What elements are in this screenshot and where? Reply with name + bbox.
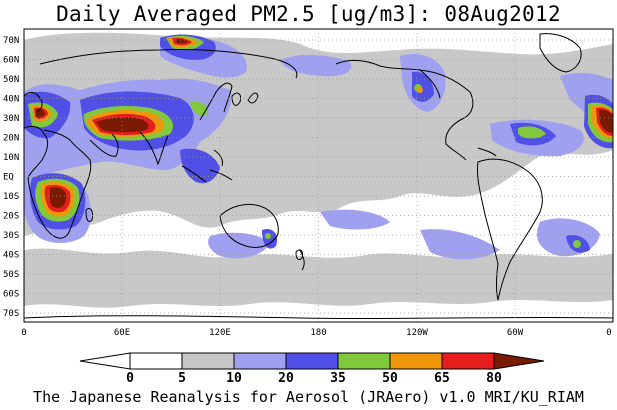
lat-label: 60S [3, 290, 19, 300]
lon-label: 0 [606, 328, 611, 338]
colorbar-label: 5 [178, 371, 186, 386]
lon-label: 120W [406, 328, 428, 338]
lon-label: 60E [114, 328, 130, 338]
lat-label: EQ [3, 173, 14, 183]
colorbar-segment [337, 352, 391, 370]
colorbar-segment [285, 352, 339, 370]
colorbar-label: 65 [434, 371, 450, 386]
lat-label: 30N [3, 114, 19, 124]
source-footer: The Japanese Reanalysis for Aerosol (JRA… [33, 388, 584, 406]
colorbar-left-arrow [79, 352, 131, 370]
lat-label: 60N [3, 56, 19, 66]
colorbar-segment [181, 352, 235, 370]
colorbar-label: 50 [382, 371, 398, 386]
longitude-labels: 0 60E 120E 180 120W 60W 0 [21, 328, 611, 338]
coastlines [24, 33, 613, 320]
lat-label: 50N [3, 75, 19, 85]
lon-label: 0 [21, 328, 26, 338]
colorbar-label: 80 [486, 371, 502, 386]
colorbar-legend: 0 5 10 20 35 50 65 80 [79, 352, 545, 386]
lat-label: 40N [3, 95, 19, 105]
colorbar-right-arrow [493, 352, 545, 370]
lat-label: 40S [3, 251, 19, 261]
lon-label: 180 [310, 328, 326, 338]
colorbar-label: 35 [330, 371, 346, 386]
map-area [24, 29, 613, 322]
lon-label: 120E [209, 328, 231, 338]
lon-label: 60W [507, 328, 524, 338]
colorbar-label: 20 [278, 371, 294, 386]
pm25-level-80-plus [36, 38, 613, 208]
colorbar-segment [129, 352, 183, 370]
colorbar-segment [389, 352, 443, 370]
lat-label: 20S [3, 212, 19, 222]
colorbar-segment [441, 352, 495, 370]
lat-label: 50S [3, 270, 19, 280]
latitude-labels: 70N 60N 50N 40N 30N 20N 10N EQ 10S 20S 3… [3, 36, 19, 319]
lat-label: 20N [3, 134, 19, 144]
lat-label: 70N [3, 36, 19, 46]
lat-label: 30S [3, 231, 19, 241]
lat-label: 70S [3, 309, 19, 319]
colorbar-segment [233, 352, 287, 370]
graticule [24, 29, 613, 322]
colorbar-label: 10 [226, 371, 242, 386]
colorbar-label: 0 [126, 371, 134, 386]
lat-label: 10S [3, 192, 19, 202]
map-frame [23, 28, 614, 323]
map-title: Daily Averaged PM2.5 [ug/m3]: 08Aug2012 [56, 2, 561, 26]
lat-label: 10N [3, 153, 19, 163]
